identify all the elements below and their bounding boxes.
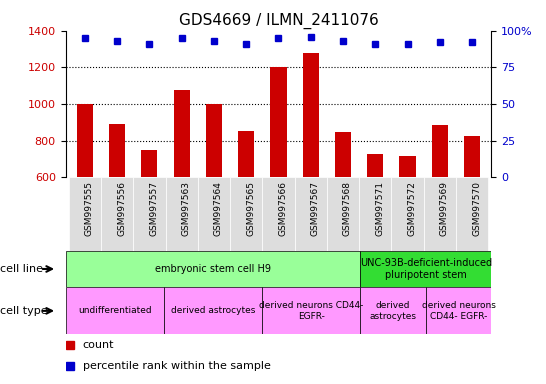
Text: derived neurons
CD44- EGFR-: derived neurons CD44- EGFR- [422,301,496,321]
Bar [359,177,391,251]
Bar [206,104,222,287]
Text: GSM997556: GSM997556 [117,181,126,236]
Bar [426,287,491,334]
Bar [295,177,327,251]
Text: derived astrocytes: derived astrocytes [171,306,255,315]
Text: percentile rank within the sample: percentile rank within the sample [82,361,270,371]
Text: count: count [82,340,114,350]
Bar [262,177,295,251]
Bar [101,177,133,251]
Title: GDS4669 / ILMN_2411076: GDS4669 / ILMN_2411076 [179,13,378,29]
Bar [400,156,416,287]
Text: derived neurons CD44-
EGFR-: derived neurons CD44- EGFR- [259,301,364,321]
Bar [360,251,491,287]
Bar [456,177,488,251]
Bar [141,150,157,287]
Text: cell type: cell type [0,306,47,316]
Text: GSM997569: GSM997569 [440,181,449,236]
Text: cell line: cell line [0,264,43,274]
Bar [302,53,319,287]
Bar [270,67,287,287]
Bar [238,131,254,287]
Bar [360,287,426,334]
Bar [133,177,165,251]
Bar [174,90,190,287]
Bar [69,177,101,251]
Text: GSM997570: GSM997570 [472,181,481,236]
Text: GSM997572: GSM997572 [407,181,417,236]
Bar [432,125,448,287]
Text: GSM997557: GSM997557 [150,181,158,236]
Bar [109,124,125,287]
Text: undifferentiated: undifferentiated [78,306,151,315]
Bar [367,154,383,287]
Bar [230,177,262,251]
Bar [335,132,351,287]
Text: derived
astrocytes: derived astrocytes [370,301,417,321]
Text: GSM997566: GSM997566 [278,181,287,236]
Bar [165,177,198,251]
Bar [164,287,262,334]
Text: UNC-93B-deficient-induced
pluripotent stem: UNC-93B-deficient-induced pluripotent st… [360,258,492,280]
Bar [424,177,456,251]
Bar [464,136,480,287]
Text: GSM997564: GSM997564 [214,181,223,236]
Text: GSM997571: GSM997571 [375,181,384,236]
Text: GSM997555: GSM997555 [85,181,94,236]
Bar [327,177,359,251]
Bar [391,177,424,251]
Bar [77,104,93,287]
Text: embryonic stem cell H9: embryonic stem cell H9 [155,264,271,274]
Bar [262,287,360,334]
Text: GSM997568: GSM997568 [343,181,352,236]
Bar [198,177,230,251]
Bar [66,251,360,287]
Text: GSM997567: GSM997567 [311,181,320,236]
Text: GSM997565: GSM997565 [246,181,255,236]
Text: GSM997563: GSM997563 [182,181,191,236]
Bar [66,287,164,334]
